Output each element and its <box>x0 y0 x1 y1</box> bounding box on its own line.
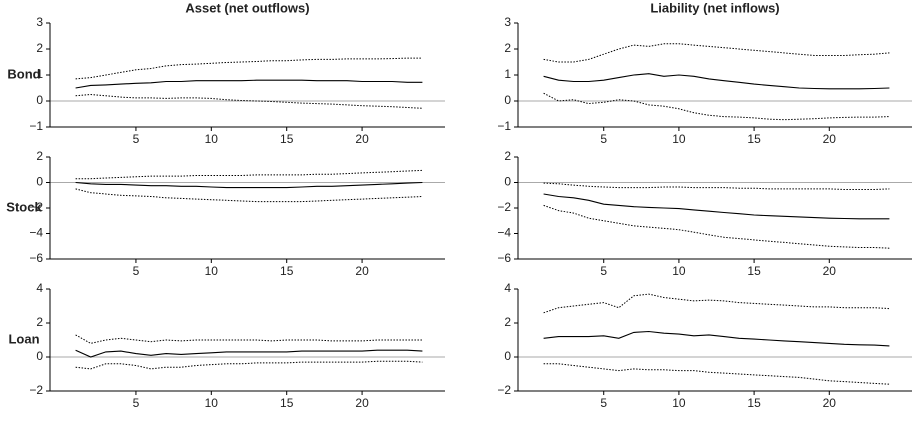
x-tick-label: 10 <box>205 132 219 146</box>
y-tick-label: 4 <box>36 281 43 295</box>
y-tick-label: 2 <box>504 41 511 55</box>
x-tick-label: 20 <box>823 396 837 410</box>
series-line <box>543 92 890 121</box>
x-tick-label: 5 <box>600 132 607 146</box>
y-tick-label: −2 <box>29 383 43 397</box>
panel-title: Liability (net inflows) <box>650 0 779 15</box>
series-line <box>543 293 890 314</box>
series-line <box>543 182 890 190</box>
y-tick-label: 1 <box>36 67 43 81</box>
y-tick-label: 1 <box>504 67 511 81</box>
y-tick-label: 3 <box>36 15 43 29</box>
y-tick-label: 2 <box>36 41 43 55</box>
series-line <box>75 93 423 109</box>
y-tick-label: 2 <box>504 149 511 163</box>
panel-title: Asset (net outflows) <box>185 0 309 15</box>
x-tick-label: 5 <box>133 396 140 410</box>
series-line <box>75 188 423 203</box>
x-tick-label: 10 <box>672 132 686 146</box>
y-tick-label: −4 <box>497 226 511 240</box>
x-tick-label: 10 <box>672 264 686 278</box>
x-tick-label: 5 <box>133 264 140 278</box>
y-tick-label: −4 <box>29 226 43 240</box>
x-tick-label: 20 <box>355 396 369 410</box>
x-tick-label: 15 <box>747 132 761 146</box>
series-line <box>75 169 423 180</box>
x-tick-label: 15 <box>280 264 294 278</box>
row-label: Stock <box>6 199 42 214</box>
series-line <box>543 193 890 220</box>
y-tick-label: −2 <box>497 200 511 214</box>
series-line <box>75 57 423 80</box>
x-tick-label: 10 <box>672 396 686 410</box>
y-tick-label: 2 <box>36 149 43 163</box>
x-tick-label: 5 <box>133 132 140 146</box>
y-tick-label: 4 <box>504 281 511 295</box>
series-line <box>75 79 423 89</box>
y-tick-label: −1 <box>29 119 43 133</box>
x-tick-label: 15 <box>280 132 294 146</box>
series-line <box>543 330 890 347</box>
series-line <box>75 349 423 358</box>
x-tick-label: 15 <box>747 264 761 278</box>
series-line <box>75 334 423 344</box>
x-tick-label: 20 <box>355 132 369 146</box>
x-tick-label: 10 <box>205 396 219 410</box>
y-tick-label: 3 <box>504 15 511 29</box>
y-tick-label: −1 <box>497 119 511 133</box>
y-tick-label: 0 <box>504 349 511 363</box>
x-tick-label: 10 <box>205 264 219 278</box>
y-tick-label: −2 <box>29 200 43 214</box>
x-tick-label: 15 <box>747 396 761 410</box>
y-tick-label: −6 <box>29 251 43 265</box>
y-tick-label: −6 <box>497 251 511 265</box>
y-tick-label: 0 <box>36 349 43 363</box>
series-line <box>75 181 423 189</box>
y-tick-label: 2 <box>36 315 43 329</box>
series-line <box>543 204 890 249</box>
row-label: Loan <box>8 331 39 346</box>
x-tick-label: 20 <box>823 264 837 278</box>
series-line <box>543 73 890 90</box>
series-line <box>543 363 890 385</box>
y-tick-label: −2 <box>497 383 511 397</box>
x-tick-label: 20 <box>823 132 837 146</box>
row-label: Bond <box>7 66 40 81</box>
series-line <box>75 360 423 370</box>
x-tick-label: 20 <box>355 264 369 278</box>
x-tick-label: 5 <box>600 264 607 278</box>
x-tick-label: 5 <box>600 396 607 410</box>
x-tick-label: 15 <box>280 396 294 410</box>
y-tick-label: 0 <box>504 175 511 189</box>
series-line <box>543 43 890 63</box>
y-tick-label: 0 <box>36 93 43 107</box>
y-tick-label: 2 <box>504 315 511 329</box>
y-tick-label: 0 <box>504 93 511 107</box>
y-tick-label: 0 <box>36 175 43 189</box>
